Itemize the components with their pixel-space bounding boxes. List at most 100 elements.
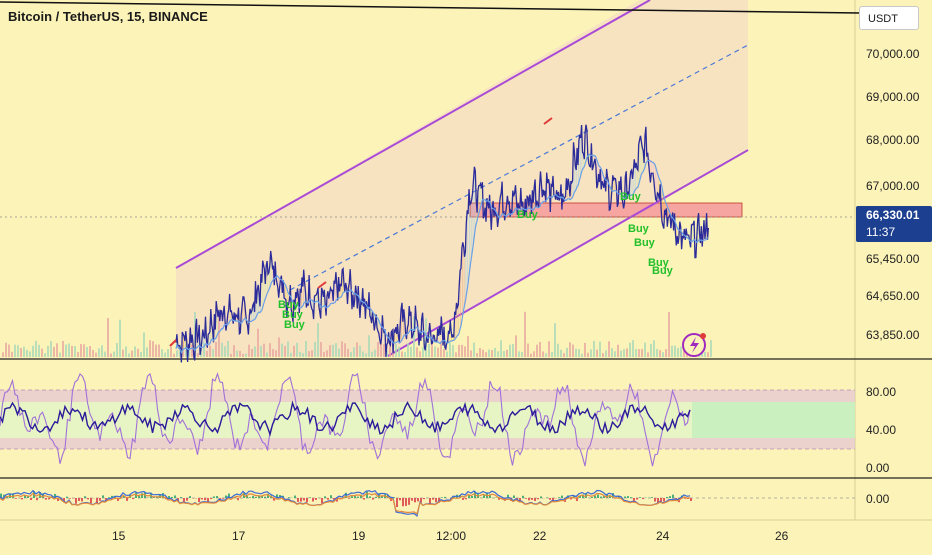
volume-bar <box>245 354 247 357</box>
macd-bar <box>45 498 47 500</box>
volume-bar <box>344 343 346 357</box>
macd-bar <box>534 498 536 501</box>
buy-label: Buy <box>284 319 306 331</box>
volume-bar <box>545 353 547 357</box>
chart-title: Bitcoin / TetherUS, 15, BINANCE <box>8 9 208 24</box>
volume-bar <box>653 340 655 357</box>
volume-bar <box>587 353 589 357</box>
volume-bar <box>347 349 349 357</box>
volume-bar <box>446 352 448 357</box>
macd-bar <box>540 496 542 498</box>
volume-bar <box>173 354 175 357</box>
macd-bar <box>666 497 668 498</box>
alert-icon[interactable] <box>683 333 706 356</box>
volume-bar <box>569 342 571 357</box>
volume-bar <box>176 351 178 357</box>
volume-bar <box>611 348 613 357</box>
volume-bar <box>665 349 667 357</box>
volume-bar <box>155 345 157 357</box>
volume-bar <box>371 352 373 357</box>
volume-bar <box>557 344 559 357</box>
volume-bar <box>137 349 139 357</box>
volume-bar <box>197 353 199 357</box>
buy-label: Buy <box>620 191 642 203</box>
volume-bar <box>338 349 340 357</box>
volume-bar <box>476 353 478 357</box>
volume-bar <box>401 351 403 357</box>
volume-bar <box>47 346 49 357</box>
macd-bar <box>357 497 359 498</box>
macd-bar <box>642 498 644 499</box>
volume-bar <box>215 342 217 357</box>
volume-bar <box>365 354 367 357</box>
y-tick-67000: 67,000.00 <box>866 179 920 193</box>
cloud-segment <box>471 199 472 261</box>
volume-bar <box>617 345 619 357</box>
volume-bar <box>497 351 499 357</box>
volume-bar <box>266 353 268 357</box>
volume-bar <box>563 353 565 357</box>
volume-bar <box>485 352 487 357</box>
volume-bar <box>89 346 91 357</box>
macd-bar <box>237 498 239 500</box>
volume-bar <box>152 341 154 357</box>
volume-bar <box>470 350 472 357</box>
volume-bar <box>20 348 22 357</box>
volume-bar <box>248 345 250 357</box>
macd-bar <box>204 498 206 500</box>
volume-bar <box>110 354 112 357</box>
macd-bar <box>36 498 38 500</box>
volume-bar <box>434 346 436 357</box>
volume-bar <box>158 344 160 357</box>
volume-bar <box>224 346 226 357</box>
volume-bar <box>650 344 652 357</box>
volume-bar <box>212 349 214 357</box>
macd-bar <box>396 498 398 507</box>
macd-bar <box>471 496 473 498</box>
volume-bar <box>53 347 55 357</box>
macd-bar <box>90 498 92 503</box>
volume-bar <box>506 350 508 357</box>
macd-bar <box>549 498 551 500</box>
volume-bar <box>536 345 538 357</box>
macd-bar <box>66 497 68 498</box>
macd-bar <box>600 497 602 498</box>
volume-bar <box>209 345 211 357</box>
x-tick-17: 17 <box>232 529 246 543</box>
volume-bar <box>644 343 646 357</box>
volume-bar <box>281 344 283 357</box>
volume-bar <box>623 349 625 357</box>
macd-bar <box>300 498 302 502</box>
volume-bar <box>599 342 601 357</box>
x-tick-19: 19 <box>352 529 366 543</box>
volume-bar <box>167 349 169 357</box>
volume-bar <box>584 343 586 357</box>
volume-bar <box>68 343 70 357</box>
volume-bar <box>14 345 16 357</box>
volume-bar <box>524 312 526 357</box>
macd-bar <box>348 498 350 499</box>
y-tick-69000: 69,000.00 <box>866 90 920 104</box>
volume-bar <box>554 323 556 357</box>
volume-bar <box>575 349 577 357</box>
volume-bar <box>431 343 433 357</box>
volume-bar <box>149 340 151 357</box>
macd-bar <box>525 498 527 499</box>
macd-bar <box>252 496 254 498</box>
currency-selector[interactable]: USDT <box>859 6 919 30</box>
volume-bar <box>464 346 466 357</box>
volume-bar <box>242 354 244 357</box>
volume-bar <box>560 350 562 357</box>
buy-label: Buy <box>517 209 539 221</box>
macd-bar <box>81 498 83 501</box>
volume-bar <box>350 352 352 357</box>
volume-bar <box>146 347 148 357</box>
macd-bar <box>531 498 533 500</box>
volume-bar <box>104 352 106 357</box>
volume-bar <box>620 351 622 357</box>
macd-bar <box>312 498 314 501</box>
volume-bar <box>548 341 550 357</box>
volume-bar <box>437 348 439 357</box>
macd-bar <box>414 498 416 502</box>
macd-bar <box>546 497 548 498</box>
